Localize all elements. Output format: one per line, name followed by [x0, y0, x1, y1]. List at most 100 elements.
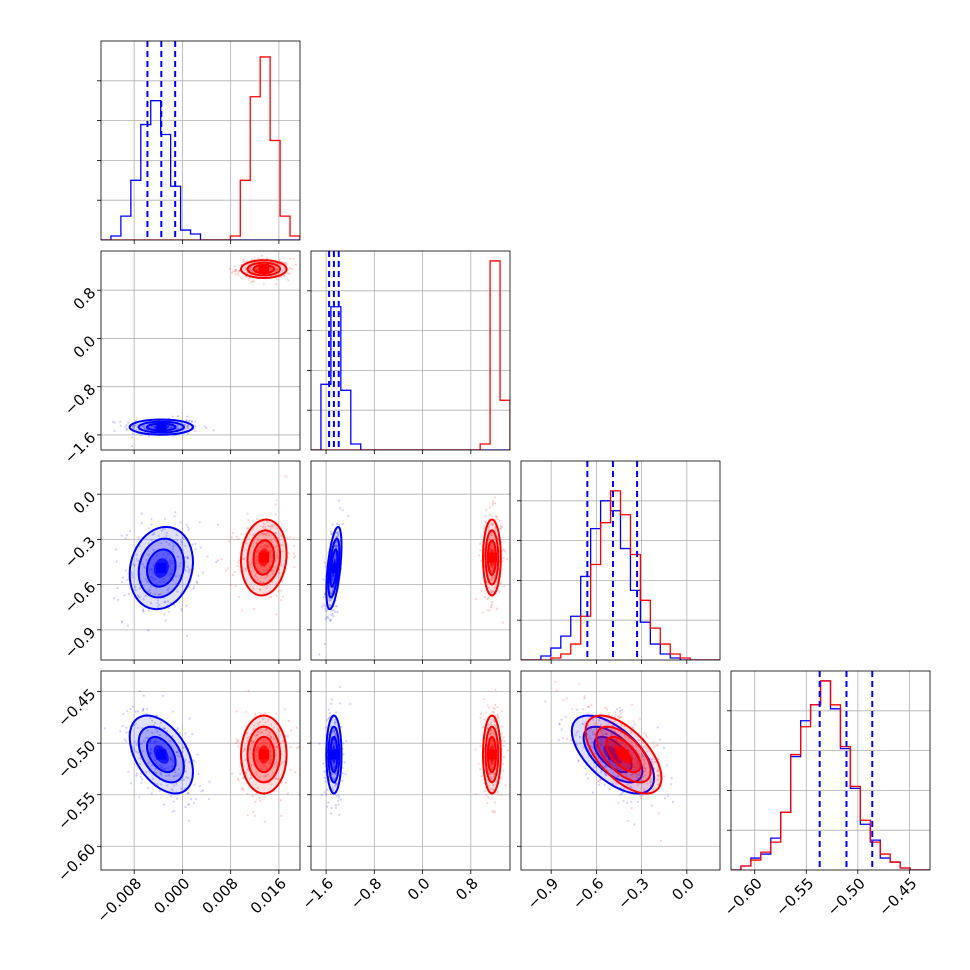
density-peak: [607, 749, 618, 760]
sample-point: [323, 791, 326, 794]
sample-point: [256, 742, 260, 745]
sample-point: [286, 537, 289, 540]
sample-point: [274, 532, 277, 535]
sample-point: [170, 759, 173, 762]
sample-point: [262, 533, 265, 536]
sample-point: [119, 420, 122, 423]
sample-point: [252, 724, 256, 727]
sample-point: [249, 756, 252, 759]
sample-point: [622, 765, 625, 768]
sample-point: [628, 768, 632, 771]
histogram-series-0: [101, 100, 300, 240]
sample-point: [227, 567, 230, 570]
sample-point: [271, 526, 274, 529]
sample-point: [254, 800, 257, 803]
sample-point: [281, 550, 284, 553]
sample-point: [333, 721, 336, 724]
sample-point: [163, 727, 167, 730]
sample-point: [169, 562, 173, 565]
sample-point: [292, 556, 296, 559]
sample-point: [571, 708, 574, 711]
sample-point: [324, 618, 327, 621]
sample-point: [158, 577, 161, 580]
sample-point: [200, 790, 203, 793]
sample-point: [336, 531, 340, 534]
sample-point: [486, 801, 489, 805]
sample-point: [625, 766, 628, 769]
sample-point: [177, 555, 180, 558]
sample-point: [158, 603, 161, 607]
sample-point: [172, 560, 175, 563]
sample-point: [637, 773, 640, 777]
sample-point: [258, 776, 261, 779]
sample-point: [483, 527, 486, 530]
sample-point: [271, 569, 275, 572]
sample-point: [619, 726, 622, 729]
y-tick-label: 0.0: [70, 332, 100, 362]
sample-point: [499, 526, 503, 529]
density-peak: [328, 563, 339, 574]
sample-point: [339, 798, 342, 801]
sample-point: [134, 722, 137, 726]
sample-point: [274, 531, 277, 535]
sample-point: [323, 604, 326, 607]
sample-point: [480, 712, 483, 715]
sample-point: [488, 772, 491, 775]
sample-point: [280, 781, 284, 784]
sample-point: [84, 424, 86, 426]
sample-point: [557, 738, 560, 742]
x-tick-label: −0.60: [721, 874, 766, 919]
sample-point: [159, 771, 162, 774]
sample-point: [170, 426, 173, 429]
sample-point: [643, 788, 646, 791]
sample-point: [620, 712, 623, 715]
sample-point: [632, 720, 635, 723]
sample-point: [275, 268, 278, 271]
sample-point: [595, 726, 598, 729]
sample-point: [332, 776, 335, 779]
sample-point: [169, 572, 173, 576]
contour-line-series-1: [595, 725, 652, 784]
sample-point: [322, 578, 325, 581]
sample-point: [143, 426, 146, 429]
sample-point: [135, 558, 138, 561]
sample-point: [192, 801, 196, 805]
sample-point: [166, 784, 169, 787]
sample-point: [144, 594, 147, 597]
sample-point: [249, 570, 253, 573]
sample-point: [149, 751, 153, 754]
sample-point: [335, 532, 338, 535]
sample-point: [251, 741, 254, 744]
sample-point: [267, 534, 270, 537]
sample-point: [125, 731, 128, 734]
contour-line-series-1: [246, 261, 282, 277]
sample-point: [286, 792, 290, 795]
sample-point: [126, 578, 129, 582]
sample-point: [635, 748, 638, 752]
sample-point: [121, 724, 124, 728]
sample-point: [475, 598, 478, 601]
sample-point: [145, 770, 148, 774]
sample-point: [171, 550, 175, 554]
sample-point: [278, 263, 282, 266]
sample-point: [636, 776, 639, 779]
sample-point: [283, 267, 286, 270]
sample-point: [270, 572, 274, 576]
x-tick-label: 0.8: [452, 874, 482, 904]
sample-point: [604, 766, 607, 769]
sample-point: [176, 728, 179, 732]
sample-point: [490, 787, 493, 790]
sample-point: [490, 729, 493, 732]
contour-line-series-0: [137, 537, 185, 599]
sample-point: [280, 762, 283, 765]
sample-point: [494, 723, 498, 727]
sample-point: [138, 544, 141, 547]
sample-point: [586, 733, 589, 736]
sample-point: [265, 767, 268, 770]
sample-point: [329, 725, 333, 728]
sample-point: [320, 605, 323, 608]
sample-point: [173, 603, 176, 606]
sample-point: [331, 588, 334, 591]
sample-point: [630, 801, 633, 804]
sample-point: [622, 762, 625, 765]
